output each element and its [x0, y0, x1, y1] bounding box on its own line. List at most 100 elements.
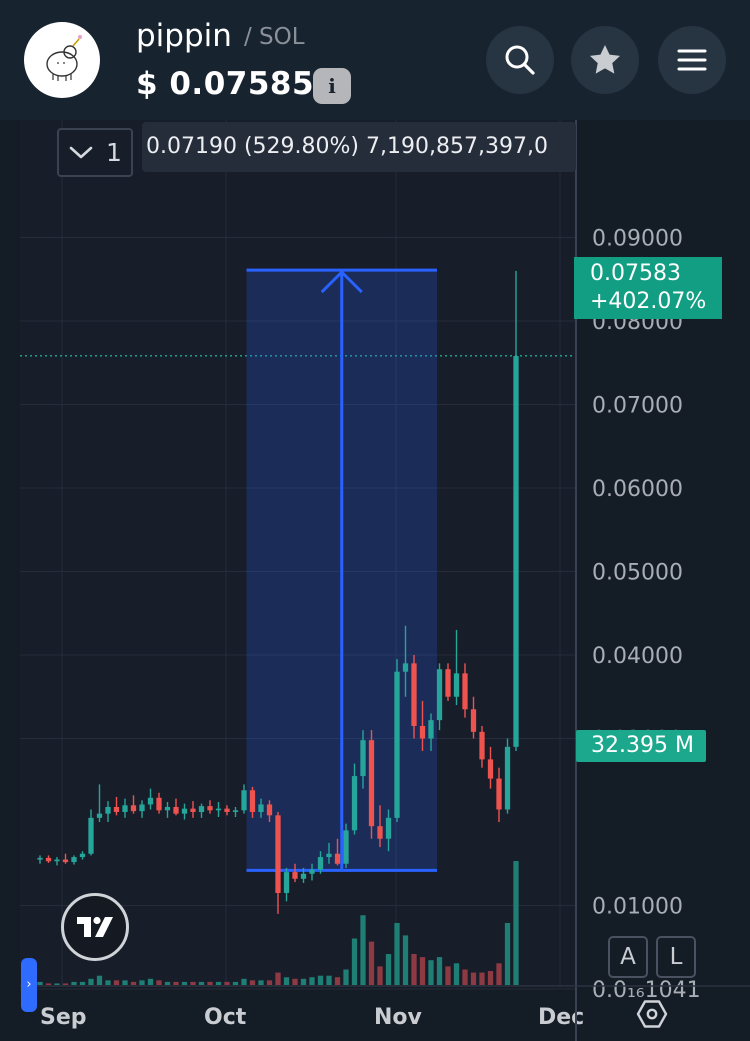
pippin-unicorn-icon — [46, 35, 82, 81]
candle-body — [207, 806, 213, 811]
volume-bar — [62, 983, 69, 985]
candle-body — [394, 671, 400, 818]
volume-bar — [164, 981, 171, 985]
price-change-percent: +402.07% — [590, 289, 707, 314]
volume-bar — [181, 981, 188, 985]
volume-bar — [258, 980, 264, 985]
price-tick-label: 0.04000 — [592, 644, 683, 669]
volume-bar — [504, 923, 511, 985]
candle-body — [215, 808, 222, 811]
volume-label: 32.395 M — [576, 730, 706, 762]
candle-body — [122, 805, 128, 812]
candle-body — [385, 817, 392, 839]
volume-bar — [445, 966, 451, 985]
measure-arrow-head — [320, 269, 363, 294]
volume-bar — [249, 980, 256, 985]
candle-body — [487, 759, 494, 779]
candle-body — [139, 804, 145, 812]
price-tick-label: 0.01000 — [592, 895, 683, 920]
current-price-value: 0.07583 — [590, 261, 681, 286]
price-range-measure — [246, 268, 437, 872]
volume-bar — [54, 983, 60, 985]
candle-body — [462, 673, 468, 710]
hexagon-settings-icon — [636, 1000, 668, 1028]
candle-body — [402, 663, 409, 672]
info-button[interactable]: i — [313, 68, 351, 104]
price-chart-panel[interactable]: 0.09000 0.08000 0.07000 0.06000 0.05000 0.040… — [0, 120, 750, 1041]
candle-body — [181, 808, 188, 814]
chevron-down-icon — [69, 146, 93, 158]
current-price-label: 0.07583 +402.07% — [574, 257, 722, 319]
sidebar-toggle[interactable]: › — [21, 958, 37, 1012]
log-scale-button[interactable]: L — [656, 936, 696, 978]
volume-bar — [385, 954, 392, 985]
token-name: pippin — [136, 18, 232, 54]
price-tick-label: 0.05000 — [592, 561, 683, 586]
chart-plot-area[interactable] — [20, 120, 576, 986]
volume-bar — [173, 981, 179, 985]
volume-bar — [462, 969, 468, 985]
volume-bar — [360, 915, 366, 985]
candle-body — [445, 669, 451, 697]
volume-bar — [79, 981, 86, 985]
volume-bar — [122, 980, 128, 985]
candle-body — [266, 804, 273, 816]
volume-bar — [71, 981, 77, 985]
candle-body — [453, 673, 460, 697]
token-header: pippin / SOL $ 0.07585 i — [0, 0, 750, 120]
search-button[interactable] — [486, 26, 554, 94]
volume-bar — [198, 981, 205, 985]
candle-body — [377, 826, 383, 839]
volume-bar — [351, 938, 358, 985]
chart-settings-button[interactable] — [632, 992, 672, 1036]
candle-body — [164, 806, 171, 811]
time-tick-label: Nov — [374, 1005, 423, 1030]
interval-selector[interactable]: 1 — [57, 128, 133, 177]
candle-body — [130, 805, 137, 812]
volume-bar — [453, 963, 460, 985]
volume-bar — [394, 923, 400, 985]
candle-body — [368, 740, 375, 827]
volume-bar — [343, 969, 349, 985]
candle-body — [71, 857, 77, 863]
price-tick-label: 0.06000 — [592, 477, 683, 502]
token-price: $ 0.07585 — [136, 66, 315, 102]
volume-bar — [496, 963, 502, 985]
volume-bar — [283, 977, 290, 985]
candle-body — [232, 810, 239, 812]
chart-grid — [20, 120, 576, 990]
volume-bar — [436, 957, 443, 985]
volume-bar — [266, 980, 273, 985]
volume-bar — [309, 977, 315, 985]
volume-bar — [368, 941, 375, 985]
measure-readout: 0.07190 (529.80%) 7,190,857,397,0 — [142, 122, 576, 172]
favorite-button[interactable] — [571, 26, 639, 94]
interval-value: 1 — [106, 138, 122, 167]
search-icon — [505, 45, 535, 75]
auto-scale-button[interactable]: A — [608, 936, 648, 978]
volume-bar — [224, 981, 230, 985]
candle-body — [198, 806, 205, 812]
candle-body — [113, 806, 120, 812]
candle-body — [419, 725, 426, 739]
volume-bar — [275, 972, 281, 985]
candle-body — [258, 804, 264, 812]
volume-bar — [147, 978, 154, 985]
candle-body — [283, 872, 290, 893]
price-tick-label: 0.09000 — [592, 227, 683, 252]
candle-body — [436, 669, 443, 721]
volume-bar — [156, 980, 162, 985]
candle-body — [504, 746, 511, 810]
tradingview-logo[interactable] — [61, 893, 129, 961]
volume-bar — [300, 978, 307, 985]
candle-body — [96, 813, 103, 818]
time-tick-label: Oct — [204, 1005, 247, 1030]
volume-bar — [232, 981, 239, 985]
hamburger-menu-icon — [677, 49, 707, 71]
price-tick-label: 0.07000 — [592, 394, 683, 419]
menu-button[interactable] — [658, 26, 726, 94]
candle-body — [45, 857, 52, 862]
candle-body — [224, 808, 230, 812]
volume-bar — [513, 861, 519, 985]
candle-body — [156, 797, 162, 811]
